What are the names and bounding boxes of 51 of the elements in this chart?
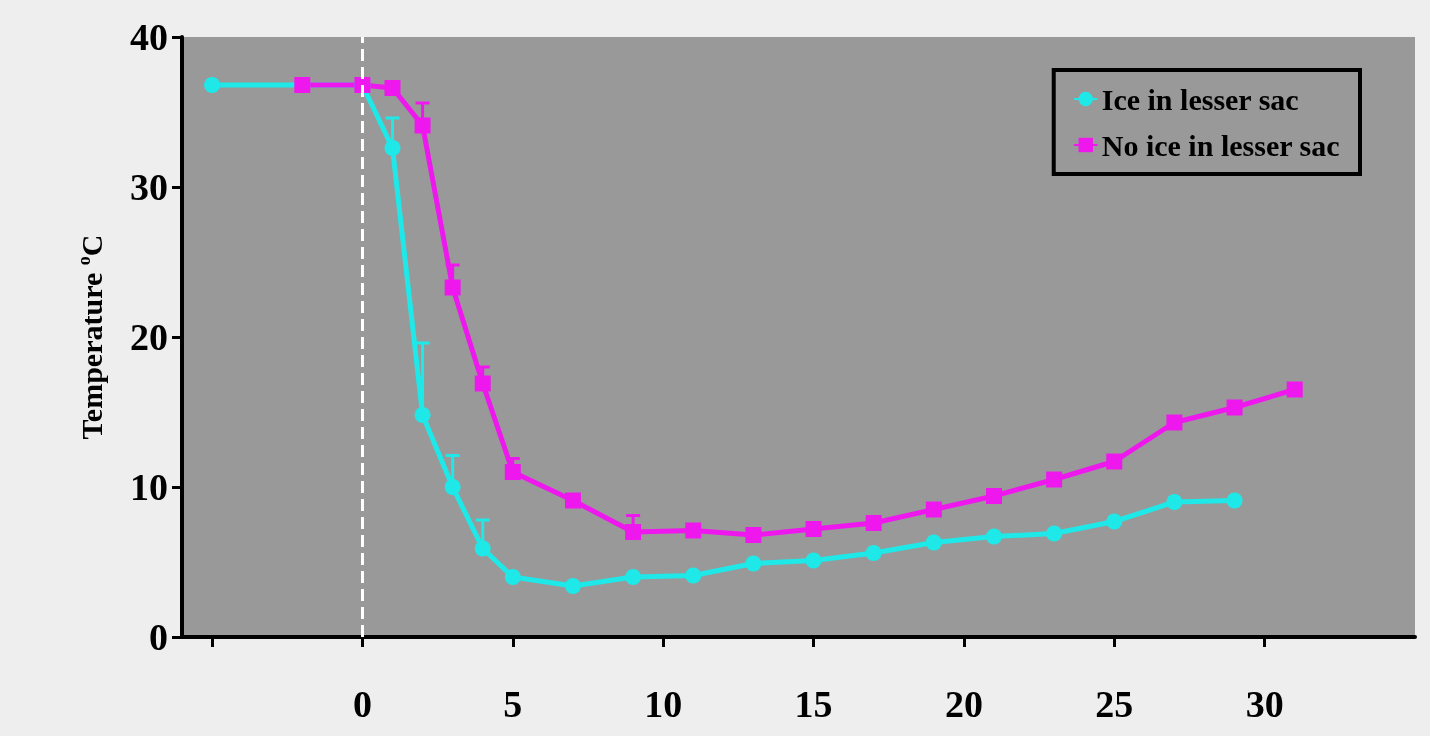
point: [745, 527, 762, 543]
point: [474, 375, 491, 392]
x-tick-label: 0: [352, 683, 372, 725]
y-tick-label: 10: [130, 466, 168, 508]
point: [414, 407, 431, 423]
legend-label: Ice in lesser sac: [1101, 82, 1299, 116]
legend-label: No ice in lesser sac: [1101, 128, 1340, 162]
point: [1166, 494, 1183, 510]
point: [384, 80, 401, 96]
point: [444, 279, 461, 296]
point: [745, 555, 762, 572]
point: [985, 528, 1002, 545]
point: [1106, 453, 1123, 470]
point: [504, 464, 521, 480]
y-tick-label: 30: [130, 166, 168, 208]
point: [1046, 525, 1063, 542]
point: [204, 77, 221, 93]
point: [685, 567, 702, 584]
x-tick-label: 15: [794, 683, 833, 725]
x-tick-label: 5: [503, 683, 523, 725]
point: [1286, 381, 1303, 398]
y-tick-label: 20: [130, 316, 168, 358]
x-tick-label: 30: [1245, 683, 1284, 725]
point: [865, 545, 882, 561]
y-axis-title: Temperature oC: [74, 234, 108, 440]
y-tick-label: 0: [149, 616, 168, 658]
point: [805, 521, 822, 537]
point: [564, 492, 581, 509]
y-tick-label: 40: [130, 16, 168, 58]
point: [1166, 414, 1183, 431]
point: [625, 524, 642, 540]
point: [384, 140, 401, 156]
point: [865, 515, 882, 531]
point: [985, 488, 1002, 504]
x-tick-label: 20: [944, 683, 983, 725]
point: [805, 552, 822, 569]
x-tick-label: 10: [644, 683, 683, 725]
point: [1106, 513, 1123, 530]
point: [414, 117, 431, 134]
point: [925, 501, 942, 518]
point: [504, 569, 521, 585]
point: [1046, 471, 1063, 488]
point: [1226, 492, 1243, 509]
point: [474, 540, 491, 557]
point: [444, 479, 461, 495]
point: [925, 534, 942, 551]
point: [564, 578, 581, 594]
x-tick-label: 25: [1095, 683, 1134, 725]
point: [1226, 399, 1243, 416]
point: [685, 522, 702, 539]
point: [625, 569, 642, 585]
